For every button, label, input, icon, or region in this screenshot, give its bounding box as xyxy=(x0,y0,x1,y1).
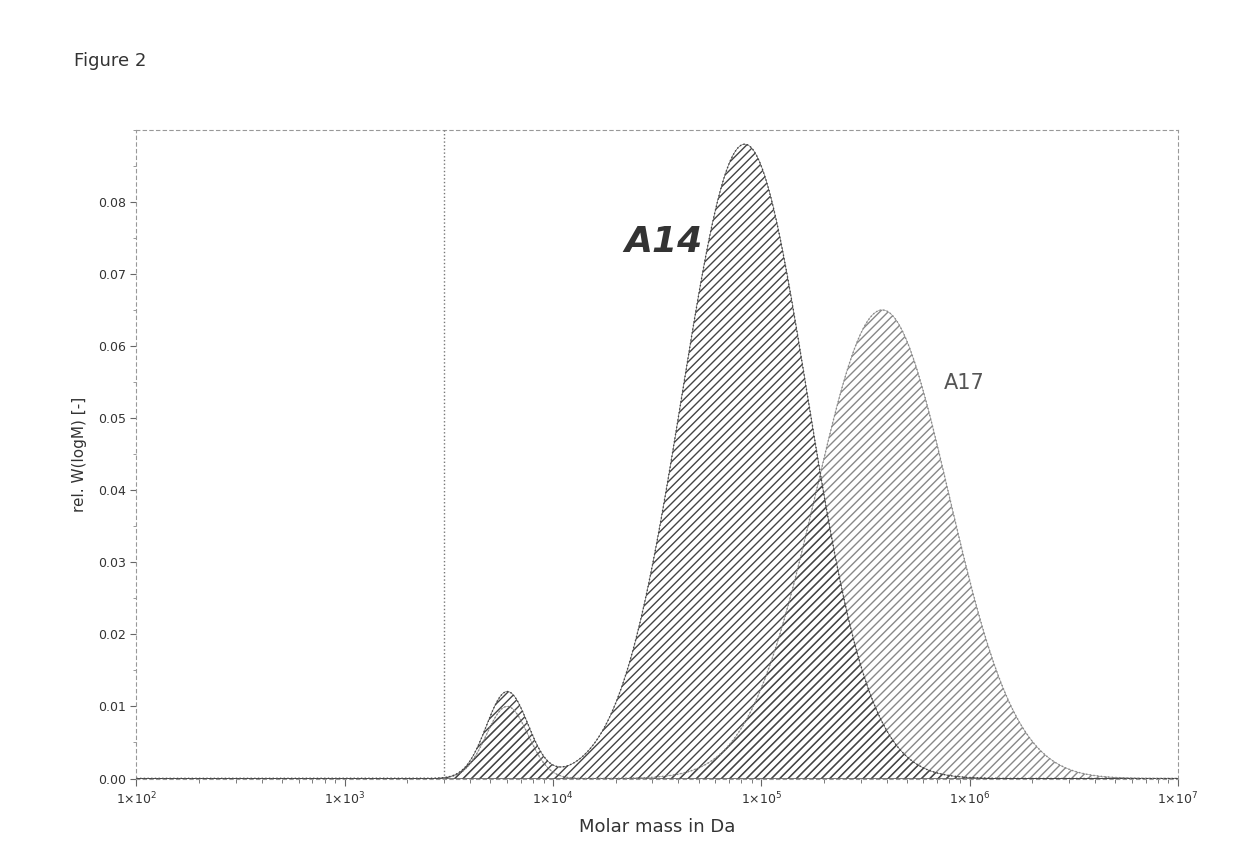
Text: A17: A17 xyxy=(944,374,985,394)
X-axis label: Molar mass in Da: Molar mass in Da xyxy=(579,818,735,836)
Text: Figure 2: Figure 2 xyxy=(74,52,146,70)
Text: A14: A14 xyxy=(625,225,703,260)
Y-axis label: rel. W(logM) [-]: rel. W(logM) [-] xyxy=(72,396,87,512)
